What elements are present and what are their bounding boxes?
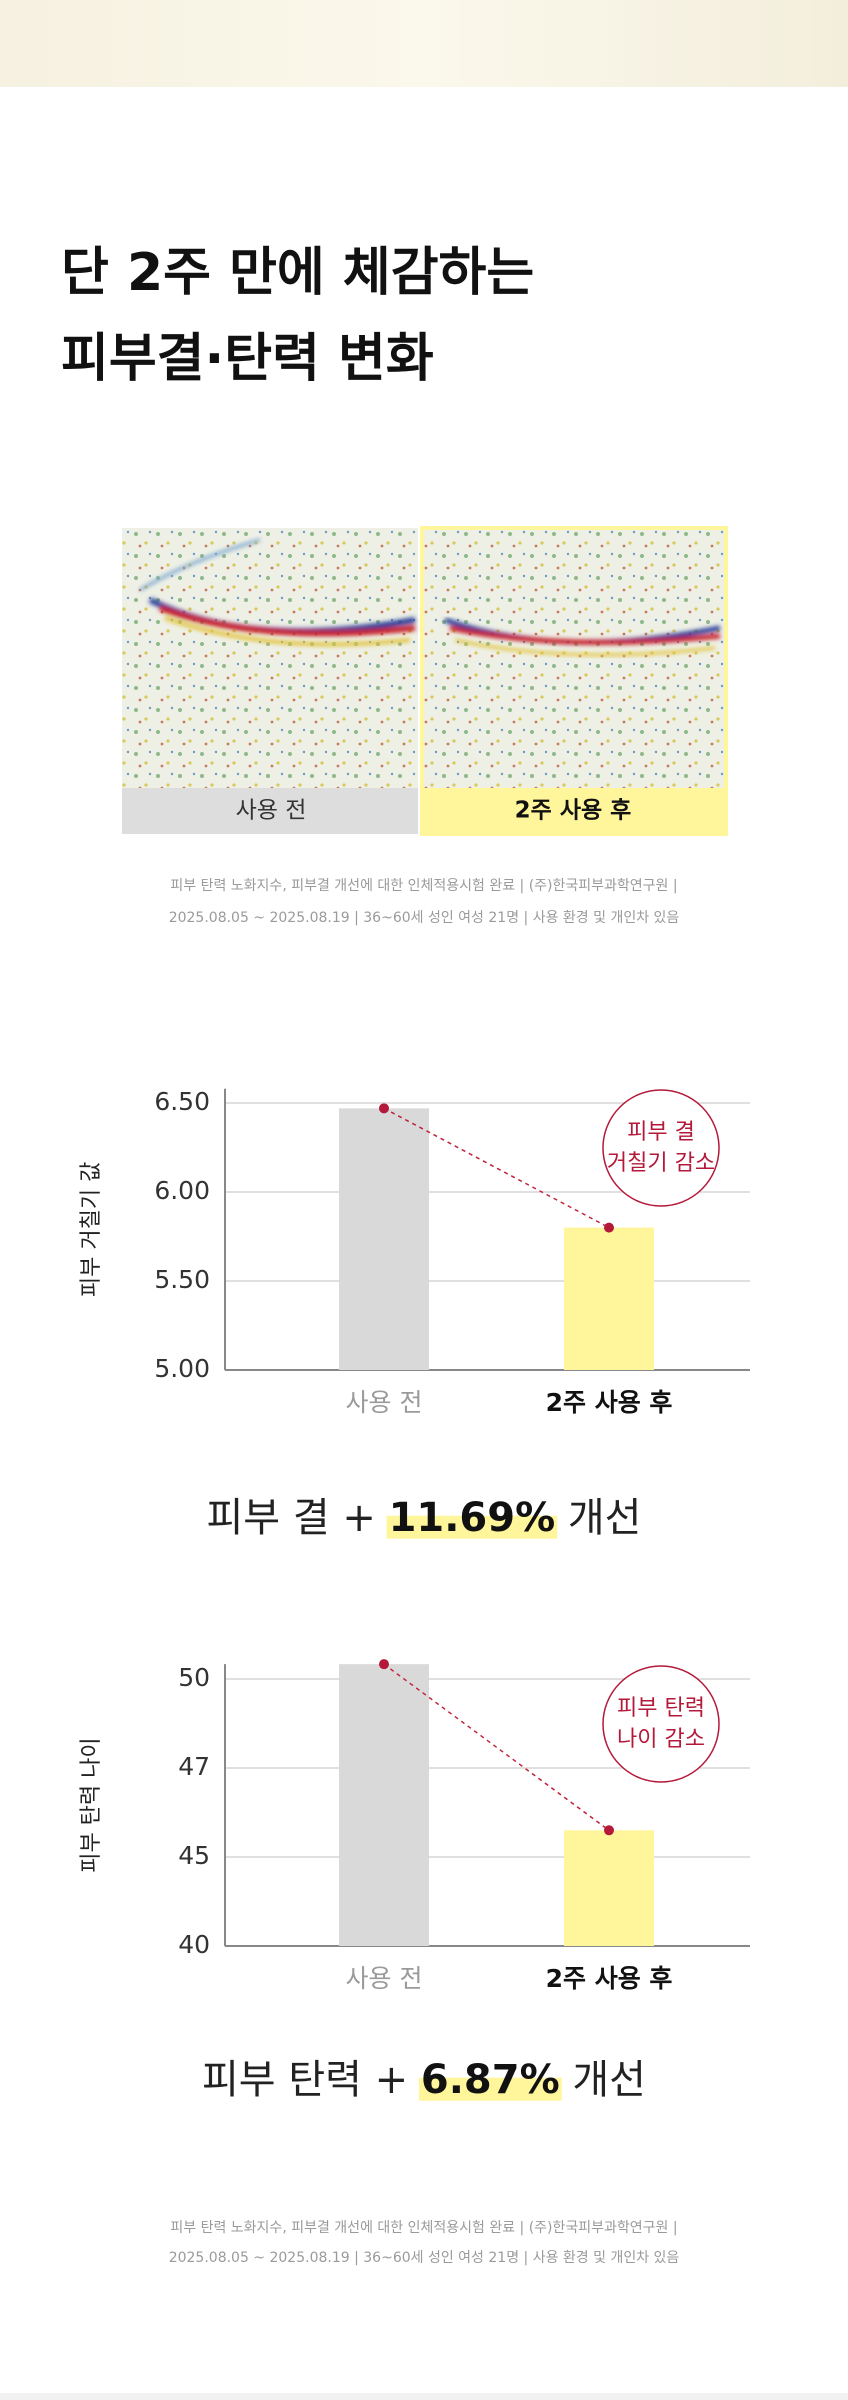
x-tick-label: 사용 전 xyxy=(346,1388,423,1417)
value-dot xyxy=(379,1103,389,1114)
annotation-text: 피부 결 xyxy=(627,1120,695,1145)
footer-note: 2025.08.05 ~ 2025.08.19 | 36~60세 성인 여성 2… xyxy=(169,2250,680,2266)
y-tick-label: 50 xyxy=(178,1663,210,1692)
y-tick-label: 6.50 xyxy=(154,1087,210,1116)
result-value: 11.69% xyxy=(389,1495,556,1541)
result-line: 피부 결 + 11.69% 개선 xyxy=(207,1495,642,1541)
label-bg xyxy=(420,788,726,834)
trend-connector xyxy=(383,1663,610,1831)
result-prefix: 피부 결 + xyxy=(207,1495,389,1541)
y-tick-label: 6.00 xyxy=(154,1176,210,1205)
title-line: 피부결·탄력 변화 xyxy=(61,329,434,389)
x-tick-label: 사용 전 xyxy=(346,1964,423,1993)
value-dot xyxy=(379,1659,389,1670)
trend-connector xyxy=(383,1107,610,1229)
y-tick-label: 5.00 xyxy=(154,1354,210,1383)
y-axis-label: 피부 탄력 나이 xyxy=(79,1737,104,1872)
top-band xyxy=(0,0,848,87)
y-tick-label: 40 xyxy=(178,1930,210,1959)
highlight xyxy=(386,1515,558,1539)
y-axis-label: 피부 거칠기 값 xyxy=(79,1162,104,1297)
title-line: 단 2주 만에 체감하는 xyxy=(61,243,534,303)
annotation-text: 거칠기 감소 xyxy=(607,1151,715,1176)
y-tick-label: 5.50 xyxy=(154,1265,210,1294)
highlight xyxy=(418,2077,562,2101)
annotation-text: 나이 감소 xyxy=(617,1727,705,1752)
value-dot xyxy=(604,1222,614,1233)
result-suffix: 개선 xyxy=(555,1495,641,1541)
x-tick-label: 2주 사용 후 xyxy=(546,1388,673,1417)
image-label: 2주 사용 후 xyxy=(515,798,632,824)
annotation-text: 피부 탄력 xyxy=(617,1696,705,1721)
bar xyxy=(564,1830,654,1946)
value-dot xyxy=(604,1825,614,1836)
bar xyxy=(339,1108,429,1370)
result-line: 피부 탄력 + 6.87% 개선 xyxy=(202,2057,646,2103)
bar xyxy=(339,1664,429,1946)
caption: 2025.08.05 ~ 2025.08.19 | 36~60세 성인 여성 2… xyxy=(169,910,680,926)
image-label: 사용 전 xyxy=(236,798,307,824)
x-tick-label: 2주 사용 후 xyxy=(546,1964,673,1993)
y-tick-label: 47 xyxy=(178,1752,210,1781)
annotation-bubble xyxy=(602,1089,720,1207)
caption: 피부 탄력 노화지수, 피부결 개선에 대한 인체적용시험 완료 | (주)한국… xyxy=(170,878,677,894)
result-value: 6.87% xyxy=(421,2057,560,2103)
annotation-bubble xyxy=(602,1665,720,1783)
y-tick-label: 45 xyxy=(178,1841,210,1870)
result-suffix: 개선 xyxy=(560,2057,646,2103)
label-bg xyxy=(122,788,418,834)
before-image xyxy=(122,528,418,788)
after-image xyxy=(420,526,728,836)
result-prefix: 피부 탄력 + xyxy=(202,2057,421,2103)
bar xyxy=(564,1227,654,1370)
footer-note: 피부 탄력 노화지수, 피부결 개선에 대한 인체적용시험 완료 | (주)한국… xyxy=(170,2220,677,2236)
bottom-strip xyxy=(0,2393,848,2400)
